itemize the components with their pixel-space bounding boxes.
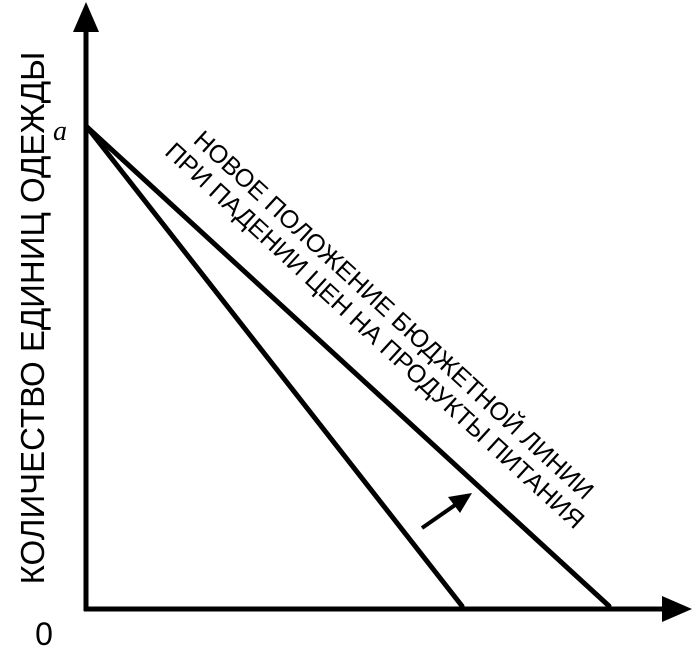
- new-budget-line: [84, 124, 612, 609]
- y-axis-arrowhead: [73, 2, 99, 32]
- shift-arrow-head: [448, 493, 472, 513]
- origin-label: 0: [35, 616, 53, 652]
- y-axis-label: КОЛИЧЕСТВО ЕДИНИЦ ОДЕЖДЫ: [14, 52, 51, 585]
- x-axis-arrowhead: [662, 596, 692, 622]
- original-budget-line: [84, 124, 465, 609]
- point-a-label: a: [53, 116, 67, 147]
- annotation-line-2: ПРИ ПАДЕНИИ ЦЕН НА ПРОДУКТЫ ПИТАНИЯ: [160, 137, 590, 534]
- shift-arrow-shaft: [420, 501, 460, 530]
- annotation-line-1: НОВОЕ ПОЛОЖЕНИЕ БЮДЖЕТНОЙ ЛИНИИ: [188, 124, 600, 505]
